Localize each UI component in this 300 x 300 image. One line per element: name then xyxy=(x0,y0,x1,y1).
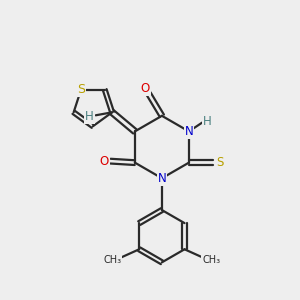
Text: S: S xyxy=(216,156,224,169)
Text: CH₃: CH₃ xyxy=(202,255,220,265)
Text: H: H xyxy=(85,110,94,123)
Text: O: O xyxy=(140,82,150,95)
Text: CH₃: CH₃ xyxy=(103,255,122,265)
Text: O: O xyxy=(99,154,109,168)
Text: S: S xyxy=(77,83,85,96)
Text: N: N xyxy=(184,125,193,138)
Text: H: H xyxy=(203,115,212,128)
Text: N: N xyxy=(158,172,166,185)
